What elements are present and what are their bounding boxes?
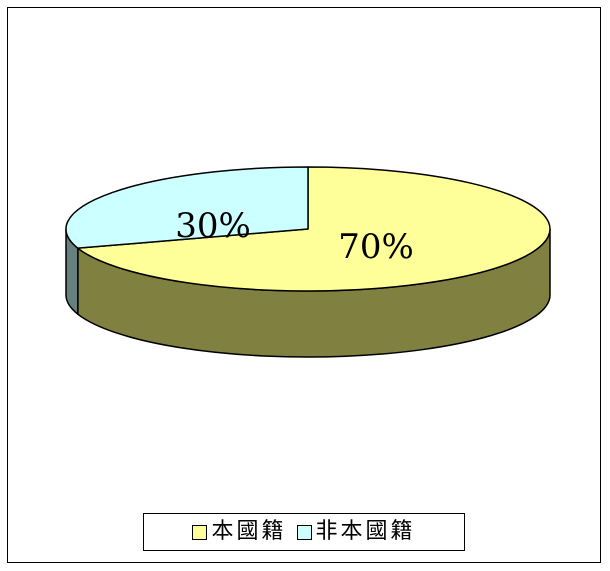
pie-slice-0 — [77, 166, 551, 292]
data-label-0: 70% — [338, 227, 414, 267]
data-label-1: 30% — [175, 206, 251, 246]
legend-label-0: 本國籍 — [211, 519, 287, 544]
legend-item-0: 本國籍 — [192, 521, 286, 543]
legend-swatch-1 — [296, 524, 312, 540]
legend-item-1: 非本國籍 — [296, 519, 416, 544]
legend-label-1: 非本國籍 — [315, 519, 416, 544]
legend: 本國籍 非本國籍 — [143, 513, 465, 551]
legend-swatch-0 — [192, 524, 208, 540]
pie-slice-1 — [65, 166, 309, 249]
